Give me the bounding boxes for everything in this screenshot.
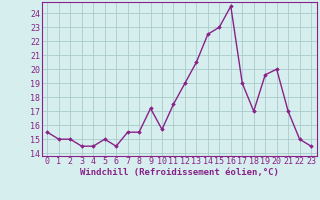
X-axis label: Windchill (Refroidissement éolien,°C): Windchill (Refroidissement éolien,°C) [80, 168, 279, 177]
